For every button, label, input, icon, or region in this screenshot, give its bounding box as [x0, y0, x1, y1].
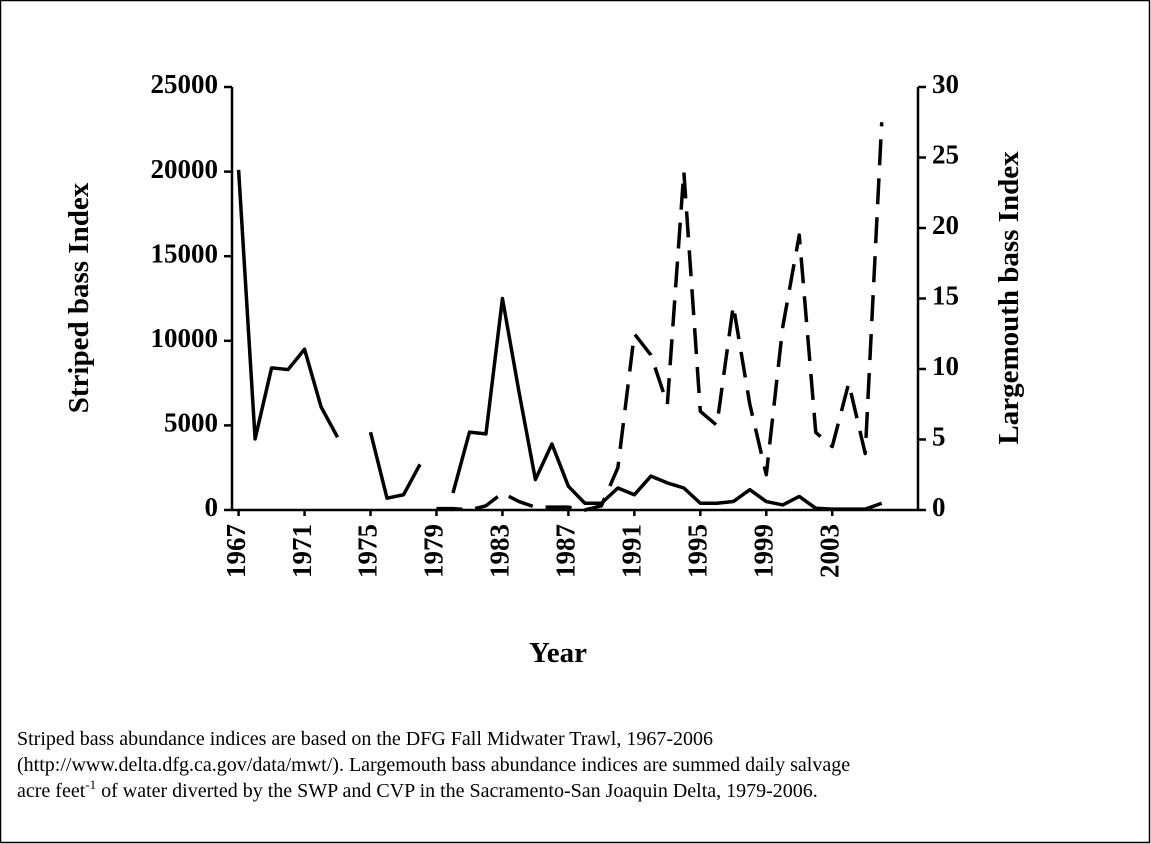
- caption-superscript: -1: [85, 777, 96, 792]
- x-tick-label: 1971: [287, 524, 317, 578]
- caption-text: acre feet: [17, 780, 86, 802]
- y2-tick-label: 10: [932, 351, 959, 381]
- y2-tick-label: 20: [932, 210, 959, 240]
- x-tick-label: 1999: [748, 524, 778, 578]
- x-tick-label: 1979: [419, 524, 449, 578]
- data-line: [236, 169, 340, 441]
- y-tick-label: 25000: [151, 69, 219, 99]
- y2-tick-label: 15: [932, 281, 959, 311]
- x-tick-label: 1967: [221, 524, 251, 578]
- y2-tick-label: 30: [932, 69, 959, 99]
- y-tick-label: 0: [205, 492, 219, 522]
- caption-line: Striped bass abundance indices are based…: [17, 728, 713, 750]
- x-axis-title: Year: [529, 637, 587, 669]
- x-tick-label: 1975: [353, 524, 383, 578]
- y2-axis-title: Largemouth bass Index: [993, 151, 1025, 445]
- y2-tick-label: 5: [932, 422, 946, 452]
- x-tick-label: 1983: [485, 524, 515, 578]
- caption-line: (http://www.delta.dfg.ca.gov/data/mwt/).…: [17, 754, 850, 776]
- data-line: [436, 122, 884, 512]
- caption-line: acre feet-1 of water diverted by the SWP…: [17, 777, 818, 802]
- y-tick-label: 15000: [151, 238, 219, 268]
- data-line: [451, 296, 883, 511]
- y-tick-label: 20000: [151, 154, 219, 184]
- y-axis-title: Striped bass Index: [63, 182, 95, 413]
- y-tick-label: 5000: [164, 408, 218, 438]
- y2-tick-label: 0: [932, 492, 946, 522]
- x-tick-label: 1995: [683, 524, 713, 578]
- data-line: [368, 431, 422, 500]
- x-tick-label: 2003: [814, 524, 844, 578]
- y-tick-label: 10000: [151, 323, 219, 353]
- y2-tick-label: 25: [932, 140, 959, 170]
- caption-text: of water diverted by the SWP and CVP in …: [96, 780, 818, 802]
- x-tick-label: 1991: [617, 524, 647, 578]
- x-tick-label: 1987: [551, 524, 581, 578]
